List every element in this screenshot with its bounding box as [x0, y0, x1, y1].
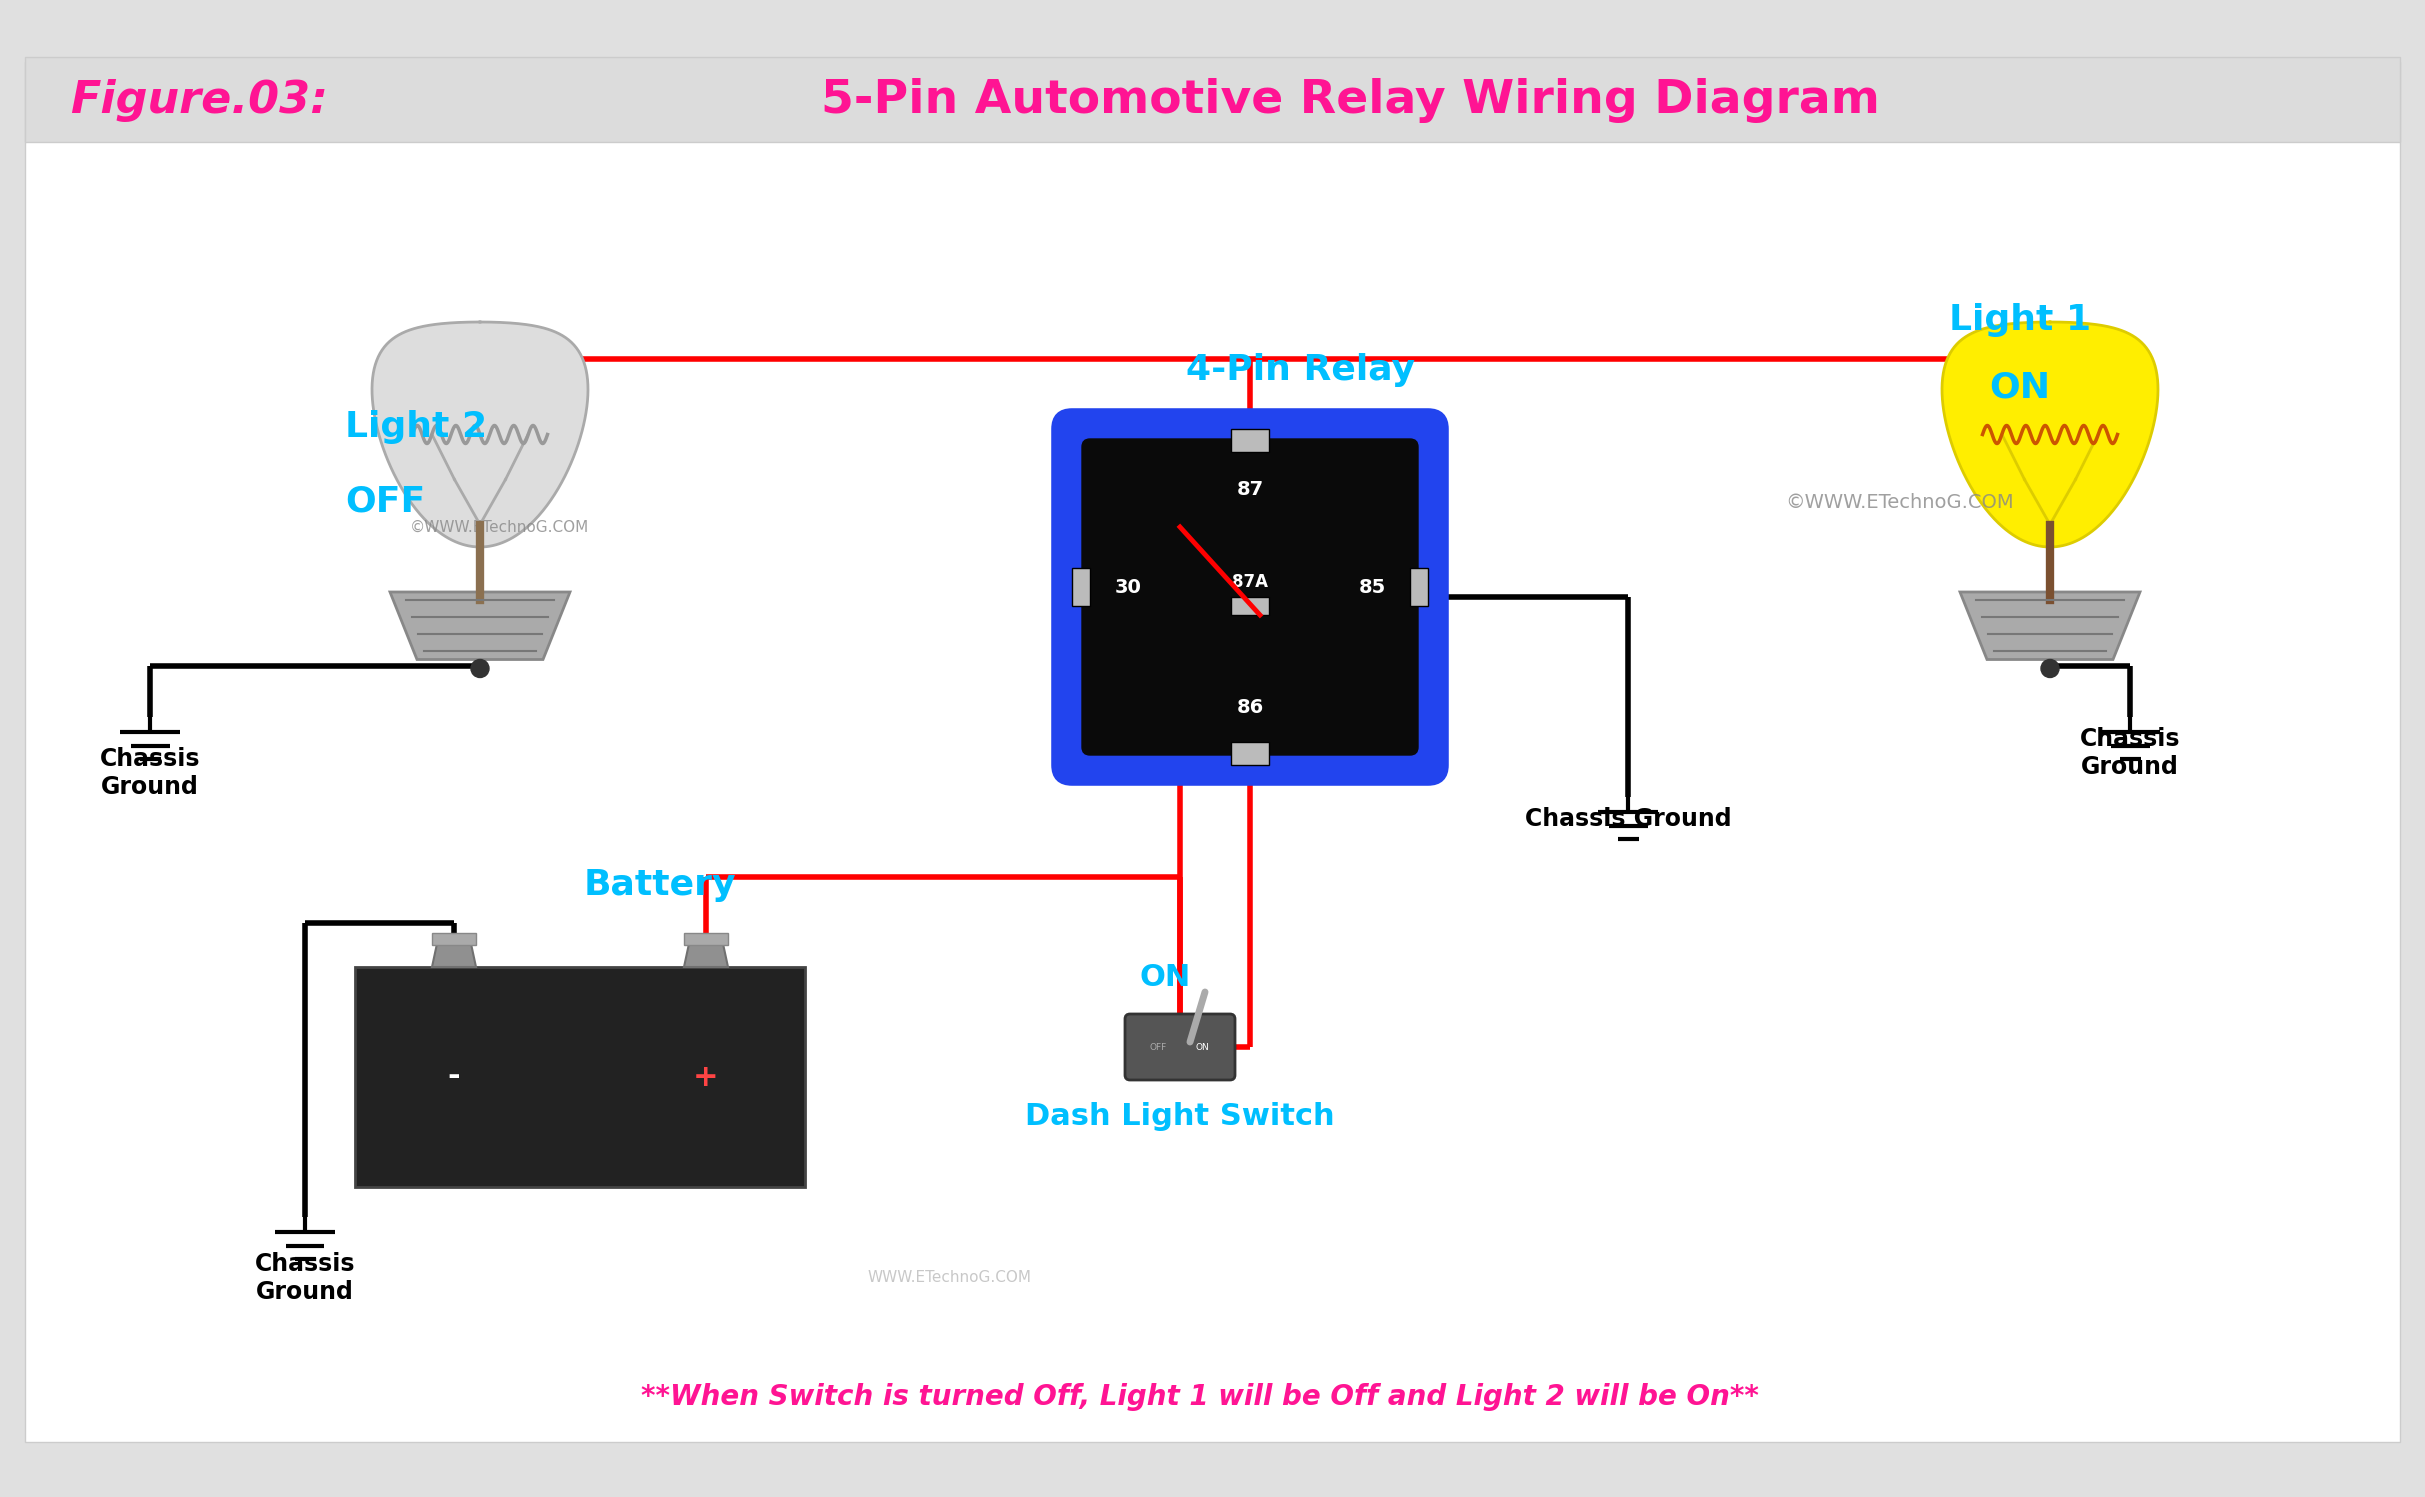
Text: 30: 30: [1116, 578, 1142, 596]
Polygon shape: [371, 322, 587, 546]
Text: Chassis
Ground: Chassis Ground: [2081, 728, 2180, 778]
Polygon shape: [684, 939, 728, 967]
Text: Light 2: Light 2: [344, 410, 487, 445]
Text: WWW.ETechnoG.COM: WWW.ETechnoG.COM: [868, 1269, 1033, 1284]
FancyBboxPatch shape: [1409, 567, 1428, 606]
Text: 87A: 87A: [1232, 573, 1268, 591]
Polygon shape: [390, 591, 570, 660]
Text: Figure.03:: Figure.03:: [70, 78, 327, 121]
Text: Light 1: Light 1: [1950, 302, 2090, 337]
Polygon shape: [1942, 322, 2158, 546]
Text: ©WWW.ETechnoG.COM: ©WWW.ETechnoG.COM: [410, 519, 589, 534]
Text: OFF: OFF: [1149, 1042, 1166, 1051]
Text: 87: 87: [1237, 479, 1263, 499]
Text: Chassis Ground: Chassis Ground: [1525, 807, 1731, 831]
Circle shape: [470, 660, 490, 678]
FancyBboxPatch shape: [684, 933, 728, 945]
Text: 5-Pin Automotive Relay Wiring Diagram: 5-Pin Automotive Relay Wiring Diagram: [820, 78, 1879, 123]
Text: OFF: OFF: [344, 485, 424, 519]
Circle shape: [2042, 660, 2059, 678]
Text: ON: ON: [1140, 963, 1191, 993]
Polygon shape: [432, 939, 475, 967]
FancyBboxPatch shape: [1055, 412, 1445, 783]
Text: 4-Pin Relay: 4-Pin Relay: [1186, 353, 1414, 388]
FancyBboxPatch shape: [1125, 1013, 1234, 1079]
FancyBboxPatch shape: [1232, 743, 1268, 765]
FancyBboxPatch shape: [24, 57, 2401, 142]
FancyBboxPatch shape: [432, 933, 475, 945]
Text: ©WWW.ETechnoG.COM: ©WWW.ETechnoG.COM: [1785, 493, 2015, 512]
FancyBboxPatch shape: [1232, 430, 1268, 452]
Text: Dash Light Switch: Dash Light Switch: [1026, 1102, 1334, 1132]
FancyBboxPatch shape: [1232, 597, 1268, 615]
Text: -: -: [449, 1063, 461, 1091]
Text: Chassis
Ground: Chassis Ground: [255, 1251, 354, 1304]
Polygon shape: [1959, 591, 2139, 660]
Text: ON: ON: [1196, 1042, 1210, 1051]
Text: +: +: [694, 1063, 718, 1091]
FancyBboxPatch shape: [354, 967, 805, 1187]
Text: 86: 86: [1237, 698, 1263, 717]
Text: ON: ON: [1988, 370, 2052, 404]
FancyBboxPatch shape: [1072, 567, 1089, 606]
Text: 85: 85: [1358, 578, 1385, 596]
FancyBboxPatch shape: [1082, 439, 1419, 754]
Text: **When Switch is turned Off, Light 1 will be Off and Light 2 will be On**: **When Switch is turned Off, Light 1 wil…: [640, 1383, 1758, 1412]
Text: Battery: Battery: [584, 868, 737, 903]
FancyBboxPatch shape: [24, 61, 2401, 1442]
Text: Chassis
Ground: Chassis Ground: [99, 747, 201, 799]
